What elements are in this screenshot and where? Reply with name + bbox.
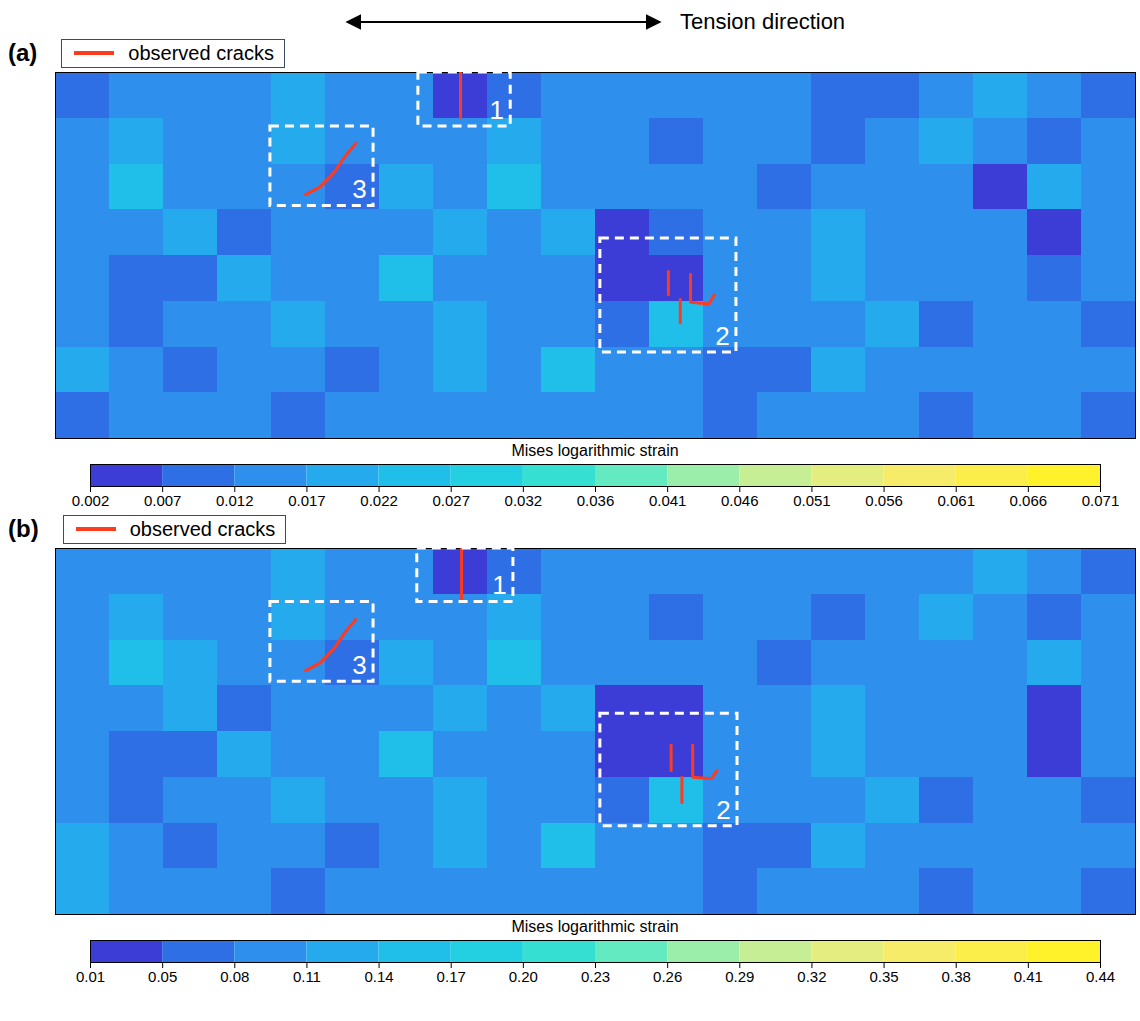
svg-text:2: 2 [715, 321, 729, 351]
svg-text:1: 1 [489, 95, 503, 125]
svg-text:0.26: 0.26 [653, 968, 682, 985]
svg-text:0.066: 0.066 [1010, 492, 1048, 509]
svg-text:1: 1 [492, 570, 506, 600]
svg-text:0.35: 0.35 [869, 968, 898, 985]
svg-text:0.23: 0.23 [581, 968, 610, 985]
svg-text:0.036: 0.036 [577, 492, 615, 509]
svg-text:0.41: 0.41 [1014, 968, 1043, 985]
html-text:observed cracks: observed cracks [128, 41, 274, 64]
svg-text:0.11: 0.11 [293, 968, 321, 985]
svg-text:0.022: 0.022 [360, 492, 398, 509]
svg-text:0.14: 0.14 [364, 968, 393, 985]
svg-text:0.041: 0.041 [649, 492, 687, 509]
svg-text:0.17: 0.17 [437, 968, 466, 985]
svg-text:0.017: 0.017 [288, 492, 326, 509]
svg-text:0.05: 0.05 [148, 968, 177, 985]
html-text:observed cracks: observed cracks [129, 517, 276, 540]
svg-text:0.061: 0.061 [937, 492, 975, 509]
svg-text:0.38: 0.38 [942, 968, 971, 985]
svg-text:0.20: 0.20 [509, 968, 538, 985]
svg-text:0.032: 0.032 [505, 492, 543, 509]
svg-text:0.29: 0.29 [725, 968, 754, 985]
svg-text:0.01: 0.01 [76, 968, 105, 985]
svg-text:0.046: 0.046 [721, 492, 759, 509]
svg-text:0.32: 0.32 [797, 968, 826, 985]
svg-text:0.071: 0.071 [1082, 492, 1120, 509]
svg-text:0.051: 0.051 [793, 492, 831, 509]
svg-text:0.44: 0.44 [1086, 968, 1115, 985]
svg-text:0.027: 0.027 [432, 492, 470, 509]
svg-text:3: 3 [352, 650, 366, 680]
svg-text:2: 2 [716, 795, 730, 825]
svg-text:0.012: 0.012 [216, 492, 254, 509]
svg-text:3: 3 [352, 174, 366, 204]
html-text:Mises logarithmic strain: Mises logarithmic strain [511, 442, 679, 459]
svg-text:0.056: 0.056 [865, 492, 903, 509]
html-text:(a): (a) [8, 39, 38, 66]
svg-text:0.007: 0.007 [144, 492, 182, 509]
svg-text:Tension direction: Tension direction [680, 9, 845, 34]
svg-text:0.08: 0.08 [220, 968, 249, 985]
html-text:Mises logarithmic strain: Mises logarithmic strain [511, 918, 679, 935]
svg-text:0.002: 0.002 [72, 492, 110, 509]
html-text:(b): (b) [8, 515, 39, 542]
